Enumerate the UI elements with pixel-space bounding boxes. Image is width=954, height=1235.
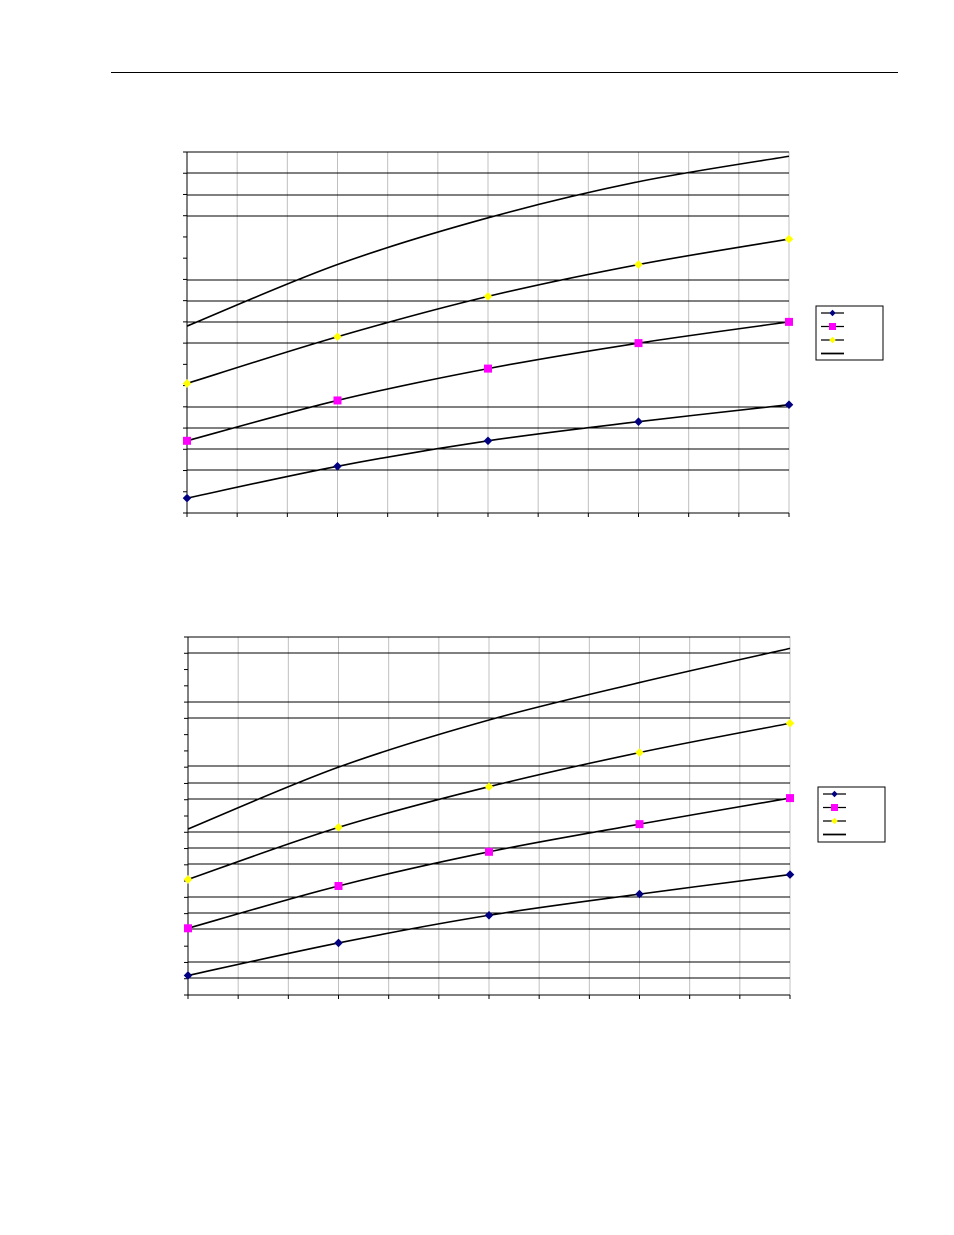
legend-series-2-marker xyxy=(831,804,838,811)
series-1-point xyxy=(333,461,342,471)
chart-1 xyxy=(0,0,954,560)
series-1-point xyxy=(785,870,795,879)
series-2-point xyxy=(184,924,192,933)
series-3-point xyxy=(183,875,193,884)
legend-series-3-marker xyxy=(831,817,838,825)
series-1-point xyxy=(484,910,494,920)
series-1-point xyxy=(483,436,493,446)
legend-series-2-marker xyxy=(829,323,836,330)
series-2-point xyxy=(183,436,191,445)
chart-1-svg xyxy=(182,151,884,517)
series-1-point xyxy=(334,938,343,948)
series-1-point xyxy=(784,400,794,410)
series-3-point xyxy=(483,292,493,301)
series-2-point xyxy=(785,317,793,326)
series-2-point xyxy=(635,820,644,829)
series-3-point xyxy=(634,260,643,269)
legend-box xyxy=(817,786,886,843)
series-1-point xyxy=(634,417,643,426)
series-3-point xyxy=(635,748,644,757)
series-4-line xyxy=(187,647,791,830)
series-3-point xyxy=(182,379,192,388)
series-3-point xyxy=(484,782,494,792)
series-2-point xyxy=(786,794,794,803)
series-2-point xyxy=(485,847,493,856)
series-2-point xyxy=(484,364,492,373)
series-3-point xyxy=(333,332,342,342)
legend-series-1-marker xyxy=(831,790,838,798)
series-2-point xyxy=(334,881,343,890)
legend-series-3-marker xyxy=(829,336,836,344)
legend-box xyxy=(815,305,884,361)
page-header-rule xyxy=(111,72,898,73)
series-3-point xyxy=(784,234,794,244)
series-2-point xyxy=(333,396,342,405)
series-1-point xyxy=(182,493,192,503)
series-1-point xyxy=(183,971,193,980)
series-3-point xyxy=(334,823,343,832)
series-2-point xyxy=(634,339,643,348)
series-1-point xyxy=(635,889,644,899)
series-4-line xyxy=(186,155,790,327)
series-3-point xyxy=(785,718,795,728)
legend-series-1-marker xyxy=(829,309,836,317)
